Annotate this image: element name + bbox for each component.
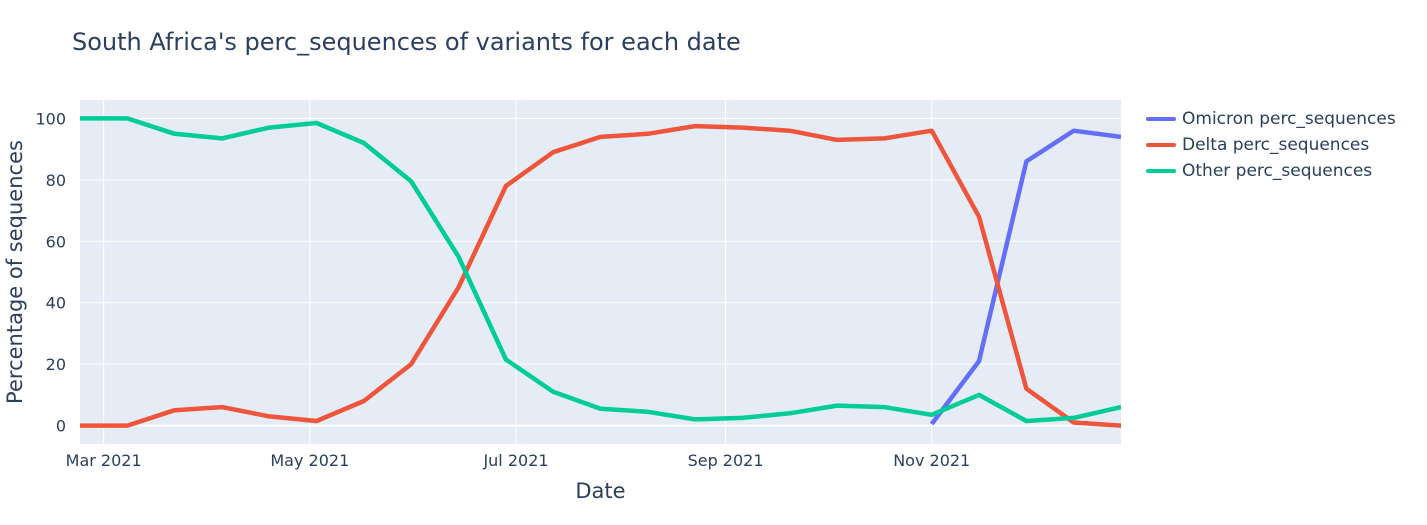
x-tick-label: Jul 2021 bbox=[482, 451, 548, 470]
legend-swatch bbox=[1146, 169, 1176, 173]
x-axis-label: Date bbox=[575, 479, 625, 503]
y-tick-label: 20 bbox=[46, 355, 66, 374]
legend-item[interactable]: Omicron perc_sequences bbox=[1146, 106, 1396, 132]
y-axis-label: Percentage of sequences bbox=[3, 140, 27, 404]
legend-label: Delta perc_sequences bbox=[1182, 135, 1370, 155]
legend-label: Other perc_sequences bbox=[1182, 161, 1373, 181]
y-tick-label: 0 bbox=[56, 417, 66, 436]
legend-item[interactable]: Other perc_sequences bbox=[1146, 158, 1396, 184]
y-tick-label: 100 bbox=[35, 109, 66, 128]
x-tick-label: May 2021 bbox=[270, 451, 349, 470]
plot-background bbox=[80, 100, 1121, 444]
chart-title: South Africa's perc_sequences of variant… bbox=[72, 28, 741, 56]
x-tick-label: Mar 2021 bbox=[66, 451, 142, 470]
y-tick-label: 80 bbox=[46, 171, 66, 190]
series-line-delta bbox=[80, 123, 1121, 428]
series-line-omicron bbox=[929, 128, 1121, 426]
grid-lines bbox=[80, 100, 1121, 444]
y-tick-label: 60 bbox=[46, 232, 66, 251]
y-tick-label: 40 bbox=[46, 294, 66, 313]
legend-swatch bbox=[1146, 143, 1176, 147]
series-lines bbox=[80, 116, 1121, 428]
legend[interactable]: Omicron perc_sequences Delta perc_sequenc… bbox=[1146, 106, 1396, 184]
legend-label: Omicron perc_sequences bbox=[1182, 109, 1396, 129]
x-tick-label: Sep 2021 bbox=[688, 451, 764, 470]
x-tick-label: Nov 2021 bbox=[893, 451, 970, 470]
series-line-other bbox=[80, 116, 1121, 424]
legend-item[interactable]: Delta perc_sequences bbox=[1146, 132, 1396, 158]
legend-swatch bbox=[1146, 117, 1176, 121]
tick-labels: 0 20 40 60 80 100 Mar 2021 May 2021 Jul 2021 Sep … bbox=[35, 109, 970, 470]
